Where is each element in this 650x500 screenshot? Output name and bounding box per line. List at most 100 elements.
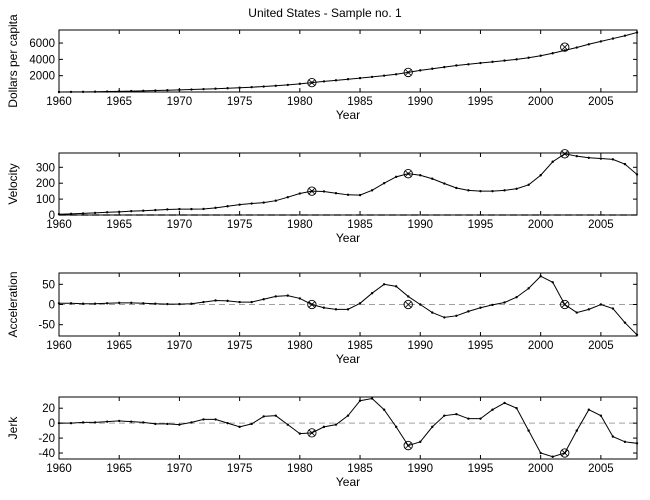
data-point xyxy=(250,85,253,89)
data-point xyxy=(623,162,627,166)
data-point xyxy=(166,422,169,426)
data-point xyxy=(202,207,205,211)
data-point xyxy=(69,421,73,425)
marker-cross xyxy=(308,429,316,437)
data-point xyxy=(539,54,542,57)
data-point xyxy=(587,408,591,411)
data-point xyxy=(503,189,506,192)
data-point xyxy=(298,192,302,195)
highlight-marker xyxy=(560,299,570,310)
data-point xyxy=(154,89,157,92)
axes-frame xyxy=(58,396,638,460)
x-tick-label: 1995 xyxy=(468,463,494,475)
data-point xyxy=(419,440,422,444)
data-point xyxy=(190,207,193,211)
marker-circle xyxy=(307,299,317,310)
data-point xyxy=(431,67,434,70)
x-tick-label: 1975 xyxy=(227,219,253,231)
data-point xyxy=(93,302,97,305)
data-point xyxy=(575,154,578,158)
y-tick-label: 2000 xyxy=(29,71,55,83)
x-tick-label: 2005 xyxy=(588,219,614,231)
data-point xyxy=(479,189,482,193)
data-point xyxy=(551,281,554,284)
data-point xyxy=(142,209,145,212)
data-point xyxy=(419,174,422,177)
x-tick-label: 1965 xyxy=(106,463,132,475)
data-point xyxy=(274,84,277,88)
marker-cross xyxy=(404,69,412,76)
data-point xyxy=(358,76,362,80)
marker-circle xyxy=(307,428,317,438)
y-tick-label: 6000 xyxy=(29,38,55,50)
data-point xyxy=(623,321,627,324)
data-point xyxy=(346,414,350,417)
data-point xyxy=(274,295,277,298)
chart-panel-1: 1960 1965 1970 1975 1980 1985 1990 1995 2000 2005… xyxy=(6,14,639,122)
data-point xyxy=(226,299,229,303)
data-point xyxy=(238,203,241,206)
data-point xyxy=(611,37,615,40)
axes-frame xyxy=(58,29,638,93)
data-point xyxy=(250,422,253,426)
x-tick-label: 1960 xyxy=(46,463,72,475)
data-point xyxy=(298,432,302,435)
data-point xyxy=(262,298,265,301)
data-point xyxy=(394,175,398,179)
data-point xyxy=(202,87,205,91)
data-point xyxy=(238,86,241,89)
marker-circle xyxy=(307,77,317,88)
x-tick-label: 1980 xyxy=(287,340,313,352)
data-point xyxy=(322,190,326,193)
data-point xyxy=(286,423,289,426)
y-tick-label: -20 xyxy=(38,433,55,445)
data-point xyxy=(250,202,253,205)
data-point xyxy=(370,189,374,192)
data-point xyxy=(431,311,434,314)
data-point xyxy=(358,302,362,305)
data-point xyxy=(599,303,603,306)
data-point xyxy=(298,297,302,300)
data-point xyxy=(419,303,422,306)
data-point xyxy=(370,397,374,400)
marker-circle xyxy=(403,299,413,310)
data-point xyxy=(69,302,73,305)
x-tick-label: 1965 xyxy=(106,96,132,108)
x-axis-label: Year xyxy=(336,108,360,122)
data-point xyxy=(334,308,338,311)
y-tick-label: 4000 xyxy=(29,54,55,66)
data-point xyxy=(334,423,338,426)
y-tick-label: 0 xyxy=(49,210,55,222)
data-point xyxy=(226,205,229,208)
y-axis-label: Dollars per capita xyxy=(6,14,20,108)
data-point xyxy=(178,302,181,306)
x-tick-label: 2000 xyxy=(528,463,554,475)
chart-panel-2: 1960 1965 1970 1975 1980 1985 1990 1995 2000 2005… xyxy=(6,149,639,245)
x-tick-label: 1985 xyxy=(347,219,373,231)
x-axis-label: Year xyxy=(336,475,360,489)
data-point xyxy=(551,455,554,458)
data-point xyxy=(455,314,458,318)
x-tick-label: 1995 xyxy=(468,96,494,108)
chart-panel-4: 1960 1965 1970 1975 1980 1985 1990 1995 2000 2005… xyxy=(6,396,639,489)
data-point xyxy=(527,183,530,186)
x-tick-label: 2005 xyxy=(588,96,614,108)
marker-cross xyxy=(561,301,568,308)
data-point xyxy=(443,182,446,185)
data-point xyxy=(190,302,193,305)
data-point xyxy=(599,157,603,160)
data-point xyxy=(202,418,205,421)
data-point xyxy=(431,177,434,180)
data-point xyxy=(382,74,386,77)
data-point xyxy=(286,294,289,297)
data-point xyxy=(166,302,169,306)
data-point xyxy=(491,60,494,64)
data-point xyxy=(93,211,97,215)
data-point xyxy=(551,52,554,55)
data-point xyxy=(142,421,145,424)
data-point xyxy=(81,421,85,424)
y-tick-label: 0 xyxy=(49,418,55,430)
x-tick-label: 1980 xyxy=(287,219,313,231)
